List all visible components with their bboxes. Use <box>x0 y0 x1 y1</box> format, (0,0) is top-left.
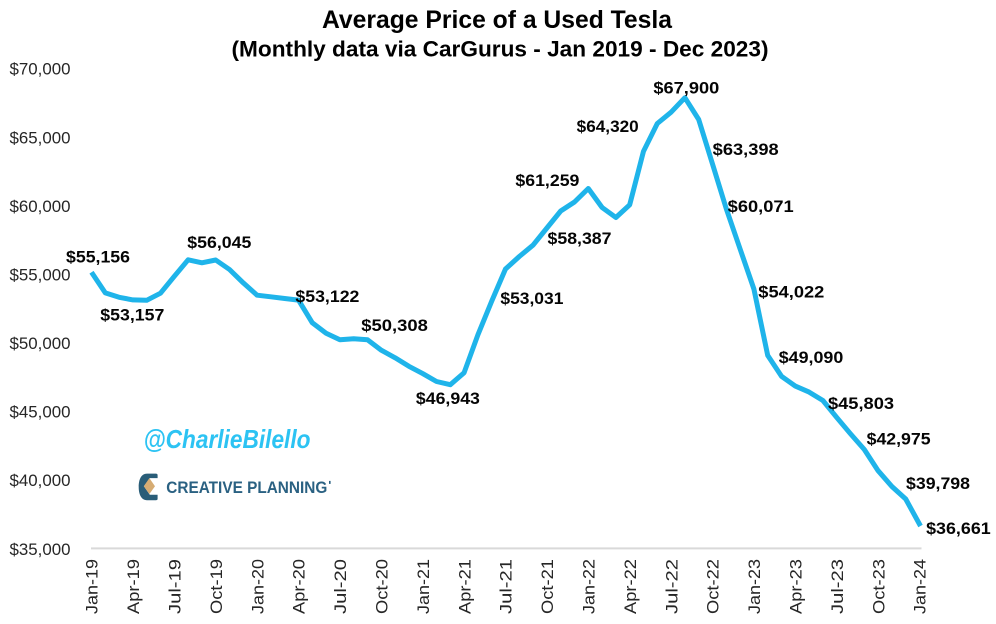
svg-text:$49,090: $49,090 <box>779 348 844 367</box>
svg-text:$46,943: $46,943 <box>416 389 480 408</box>
svg-text:Jan-20: Jan-20 <box>248 559 267 614</box>
svg-text:$53,157: $53,157 <box>100 305 164 324</box>
svg-text:Oct-19: Oct-19 <box>207 559 226 614</box>
svg-text:Jul-19: Jul-19 <box>166 559 185 614</box>
svg-text:Jan-21: Jan-21 <box>414 559 433 614</box>
svg-text:Oct-21: Oct-21 <box>538 559 557 614</box>
svg-text:Jan-19: Jan-19 <box>83 559 102 614</box>
svg-text:$56,045: $56,045 <box>187 233 251 252</box>
svg-text:$53,122: $53,122 <box>295 287 359 306</box>
svg-text:Jul-22: Jul-22 <box>662 559 681 614</box>
svg-text:$64,320: $64,320 <box>577 117 639 136</box>
svg-text:Jul-21: Jul-21 <box>497 559 516 614</box>
svg-text:Average Price of a Used Tesla: Average Price of a Used Tesla <box>322 6 673 34</box>
svg-text:$35,000: $35,000 <box>10 540 71 559</box>
svg-text:$50,308: $50,308 <box>361 316 428 335</box>
svg-text:Oct-23: Oct-23 <box>869 559 888 614</box>
svg-text:Apr-22: Apr-22 <box>621 559 640 614</box>
svg-text:$55,156: $55,156 <box>66 248 130 267</box>
svg-text:Jan-24: Jan-24 <box>911 559 930 614</box>
svg-text:Jul-20: Jul-20 <box>331 559 350 614</box>
svg-text:$70,000: $70,000 <box>10 60 71 79</box>
svg-text:$60,071: $60,071 <box>728 197 794 216</box>
svg-text:Apr-20: Apr-20 <box>290 559 309 614</box>
svg-text:CREATIVE PLANNING: CREATIVE PLANNING <box>166 479 327 497</box>
svg-text:$39,798: $39,798 <box>906 474 970 493</box>
svg-text:$50,000: $50,000 <box>10 334 71 353</box>
svg-text:Jan-23: Jan-23 <box>745 559 764 614</box>
svg-text:@CharlieBilello: @CharlieBilello <box>144 424 311 454</box>
svg-text:$63,398: $63,398 <box>713 140 779 159</box>
svg-text:Jan-22: Jan-22 <box>580 559 599 614</box>
svg-text:$53,031: $53,031 <box>500 289 563 308</box>
svg-text:Apr-19: Apr-19 <box>124 559 143 614</box>
svg-text:$60,000: $60,000 <box>10 197 71 216</box>
svg-text:$54,022: $54,022 <box>758 283 824 302</box>
svg-text:$42,975: $42,975 <box>867 430 931 449</box>
svg-text:$67,900: $67,900 <box>653 79 719 98</box>
svg-text:Apr-23: Apr-23 <box>787 559 806 614</box>
svg-text:$58,387: $58,387 <box>548 229 612 248</box>
svg-text:$45,803: $45,803 <box>828 394 894 413</box>
svg-text:$55,000: $55,000 <box>10 265 71 284</box>
svg-text:$45,000: $45,000 <box>10 403 71 422</box>
svg-text:$65,000: $65,000 <box>10 128 71 147</box>
svg-text:(Monthly data via CarGurus - J: (Monthly data via CarGurus - Jan 2019 - … <box>232 37 769 62</box>
svg-text:$61,259: $61,259 <box>515 171 579 190</box>
svg-text:$40,000: $40,000 <box>10 471 71 490</box>
svg-text:$36,661: $36,661 <box>926 519 991 538</box>
svg-text:Apr-21: Apr-21 <box>455 559 474 614</box>
svg-text:Oct-20: Oct-20 <box>373 559 392 614</box>
svg-text:Oct-22: Oct-22 <box>704 559 723 614</box>
svg-text:Jul-23: Jul-23 <box>828 559 847 614</box>
